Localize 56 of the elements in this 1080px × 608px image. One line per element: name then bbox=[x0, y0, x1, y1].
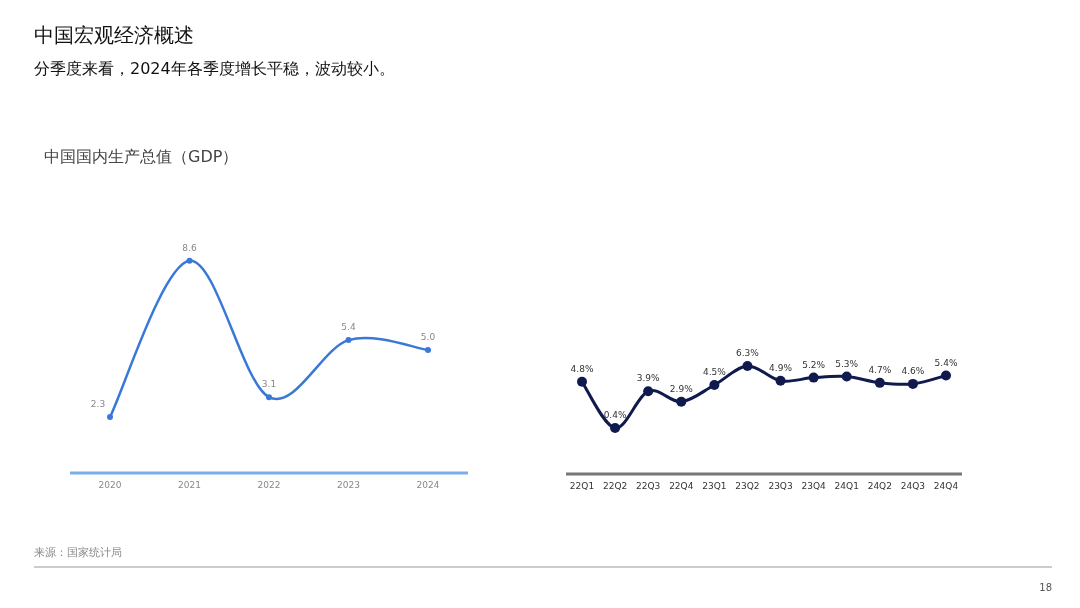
point bbox=[907, 378, 918, 389]
source-note: 来源：国家统计局 bbox=[34, 546, 122, 559]
data-label: 4.8% bbox=[570, 363, 594, 374]
x-tick-label: 2020 bbox=[98, 480, 122, 490]
text: 18 bbox=[1039, 582, 1052, 593]
point bbox=[425, 347, 431, 354]
data-label: 2.9% bbox=[669, 383, 694, 394]
point bbox=[186, 257, 193, 264]
point bbox=[841, 371, 852, 382]
point bbox=[742, 361, 753, 372]
chart-subtitle: 分季度来看，2024年各季度增长平稳，波动较小。 bbox=[34, 59, 395, 78]
point bbox=[345, 337, 352, 344]
data-label: 4.9% bbox=[769, 362, 793, 373]
x-tick-label: 23Q1 bbox=[702, 481, 727, 491]
data-label: 2.3 bbox=[90, 399, 106, 409]
data-label: 4.7% bbox=[868, 364, 892, 375]
data-label: 5.2% bbox=[802, 359, 826, 370]
data-label: 4.5% bbox=[702, 366, 727, 377]
point bbox=[775, 375, 786, 386]
x-tick-label: 22Q3 bbox=[636, 481, 661, 491]
x-tick-label: 2021 bbox=[178, 480, 201, 490]
data-label: 3.9% bbox=[636, 373, 661, 384]
data-label: 5.4 bbox=[341, 322, 356, 333]
x-tick-label: 23Q3 bbox=[768, 481, 793, 491]
point bbox=[941, 370, 951, 381]
data-label: 4.6% bbox=[901, 365, 925, 376]
data-label: 0.4% bbox=[603, 410, 627, 420]
x-tick-label: 2023 bbox=[337, 480, 360, 490]
point bbox=[874, 377, 885, 388]
x-tick-label: 24Q1 bbox=[834, 481, 859, 491]
x-tick-label: 24Q4 bbox=[933, 481, 959, 491]
x-tick-label: 2024 bbox=[416, 480, 440, 490]
point bbox=[676, 396, 687, 407]
point bbox=[610, 423, 621, 433]
data-label: 3.1 bbox=[261, 379, 277, 390]
x-tick-label: 24Q2 bbox=[867, 481, 892, 491]
point bbox=[643, 386, 654, 397]
point bbox=[107, 414, 113, 420]
chart-title: 中国宏观经济概述 bbox=[34, 23, 194, 47]
text: 中国国内生产总值（GDP） bbox=[44, 147, 239, 166]
x-tick-label: 24Q3 bbox=[900, 481, 926, 491]
x-tick-label: 23Q2 bbox=[735, 481, 760, 491]
x-tick-label: 2022 bbox=[257, 480, 281, 490]
data-label: 5.3% bbox=[835, 358, 859, 369]
point bbox=[577, 376, 587, 387]
x-tick-label: 22Q4 bbox=[669, 481, 694, 491]
data-label: 6.3% bbox=[736, 348, 760, 359]
x-tick-label: 22Q1 bbox=[569, 481, 595, 491]
data-label: 5.0 bbox=[420, 332, 436, 343]
data-label: 5.4% bbox=[934, 357, 958, 368]
point bbox=[266, 394, 272, 401]
x-tick-label: 22Q2 bbox=[602, 481, 628, 491]
point bbox=[709, 379, 720, 390]
point bbox=[808, 372, 819, 383]
data-label: 8.6 bbox=[182, 242, 197, 253]
x-tick-label: 23Q4 bbox=[801, 481, 827, 491]
